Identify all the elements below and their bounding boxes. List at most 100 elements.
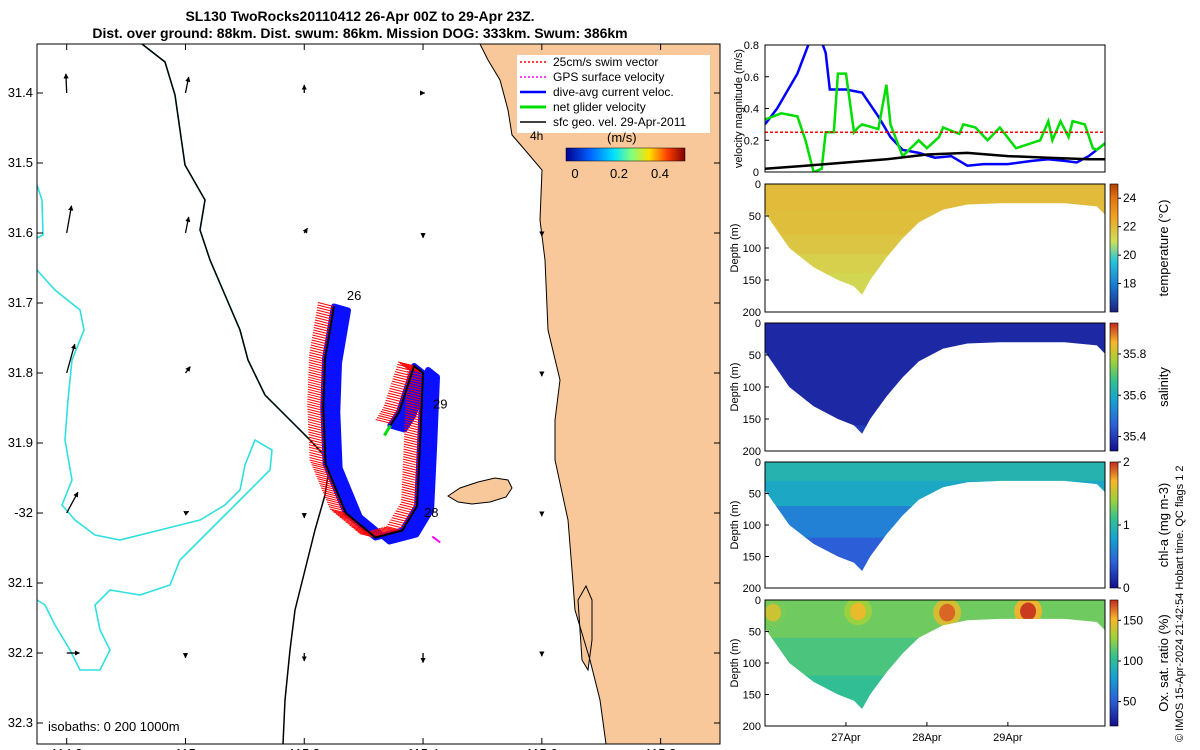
swim-vector — [369, 530, 386, 536]
swim-vector — [403, 443, 420, 449]
swim-vector — [310, 344, 327, 350]
swim-vector — [307, 386, 325, 392]
colorbar-tick-label: 100 — [1123, 654, 1143, 668]
section-ytick-label: 50 — [749, 627, 761, 639]
section-ytick-label: 0 — [755, 179, 761, 191]
velocity-plot-area — [765, 45, 1105, 172]
map-ytick-label: 31.5 — [8, 155, 33, 170]
swim-vector — [394, 371, 412, 377]
swim-vector — [404, 423, 421, 429]
swim-vector — [308, 441, 326, 447]
swim-vector — [307, 416, 324, 422]
legend-box — [517, 55, 710, 133]
swim-vector — [401, 496, 418, 502]
swim-vector — [308, 379, 325, 384]
swim-vector — [404, 428, 421, 434]
swim-vector — [309, 449, 326, 455]
swim-vector — [312, 332, 329, 337]
swim-vector — [406, 388, 423, 394]
oxygen-panel: 0 50 100 150 200 Depth (m) 50 100 150 Ox. sat. ra… — [729, 595, 1171, 744]
swim-vector — [312, 334, 329, 340]
swim-vector — [326, 501, 344, 507]
geo-vector-arrow — [66, 205, 74, 234]
legend-note-4h: 4h — [530, 129, 543, 143]
swim-vector — [401, 491, 418, 497]
map-ytick-label: 31.7 — [8, 295, 33, 310]
swim-vector — [390, 385, 407, 391]
swim-vector — [402, 468, 419, 474]
legend-swim: 25cm/s swim vector — [553, 55, 658, 69]
swim-vector — [359, 533, 376, 538]
swim-vector — [403, 453, 420, 459]
swim-vector — [327, 503, 345, 509]
section-ytick-label: 150 — [743, 275, 761, 287]
map-xtick-label: 114.8 — [51, 746, 83, 750]
section-ylabel: Depth (m) — [729, 501, 741, 550]
swim-vector — [308, 359, 325, 365]
swim-vector — [310, 461, 327, 467]
swim-vector — [307, 418, 325, 424]
swim-vector — [402, 463, 420, 469]
velocity-ylabel: velocity magnitude (m/s) — [733, 49, 745, 168]
swim-vector — [345, 521, 362, 527]
section-ytick-label: 150 — [743, 414, 761, 426]
swim-vector — [309, 352, 326, 357]
swim-vector — [384, 402, 401, 408]
colorbar-tick-2: 0.4 — [651, 166, 669, 181]
section-ytick-label: 50 — [749, 350, 761, 362]
swim-vector — [307, 383, 325, 389]
map-ytick-label: 31.4 — [8, 85, 33, 100]
swim-vector — [308, 428, 325, 434]
swim-vector — [307, 388, 324, 394]
swim-vector — [308, 376, 325, 382]
swim-vector — [405, 398, 422, 404]
swim-vector — [391, 517, 408, 523]
swim-vector — [389, 387, 406, 393]
geo-vector-arrow — [184, 76, 191, 94]
velocity-ytick-label: 0.2 — [744, 135, 759, 147]
mainland-coast — [480, 44, 720, 744]
swim-vector — [404, 431, 421, 436]
geo-vector-arrow — [63, 73, 69, 94]
isobath-1000m — [36, 184, 273, 671]
swim-vector — [307, 406, 324, 412]
imos-credit: © IMOS 15-Apr-2024 21:42:54 Hobart time.… — [1174, 465, 1186, 742]
swim-vector — [404, 418, 422, 424]
swim-vector — [307, 411, 324, 417]
swim-vector — [379, 413, 396, 418]
map-ytick-label: 32.1 — [8, 575, 33, 590]
swim-vector — [386, 526, 403, 531]
swim-vector — [405, 403, 422, 409]
swim-vector — [308, 354, 326, 360]
section-colorbar — [1109, 599, 1119, 727]
net-velocity-segment — [383, 424, 392, 437]
swim-vector — [404, 433, 421, 439]
section-hotspot-core — [850, 602, 867, 621]
swim-vector — [311, 464, 328, 470]
swim-vector — [395, 368, 412, 374]
swim-vector — [320, 485, 337, 491]
swim-vector — [401, 364, 418, 370]
swim-vector — [387, 523, 404, 529]
swim-vector — [309, 451, 326, 457]
swim-vector — [376, 417, 394, 422]
swim-vector — [349, 524, 366, 530]
swim-vector — [308, 436, 325, 442]
legend-geo: sfc geo. vel. 29-Apr-2011 — [553, 115, 687, 129]
colorbar-label: chl-a (mg m-3) — [1156, 483, 1171, 568]
swim-vector — [322, 492, 340, 498]
section-ylabel: Depth (m) — [729, 224, 741, 273]
section-ytick-label: 50 — [749, 489, 761, 501]
geostrophic-vectors — [63, 73, 545, 664]
swim-vector — [313, 327, 330, 332]
section-ytick-label: 100 — [743, 382, 761, 394]
swim-vector — [406, 376, 423, 381]
swim-vector — [313, 329, 330, 335]
section-ytick-label: 0 — [755, 457, 761, 469]
swim-vector — [375, 419, 392, 424]
swim-vector — [308, 446, 326, 452]
swim-vector — [401, 493, 418, 499]
swim-vector — [321, 487, 338, 493]
track-day-label: 26 — [347, 288, 361, 303]
